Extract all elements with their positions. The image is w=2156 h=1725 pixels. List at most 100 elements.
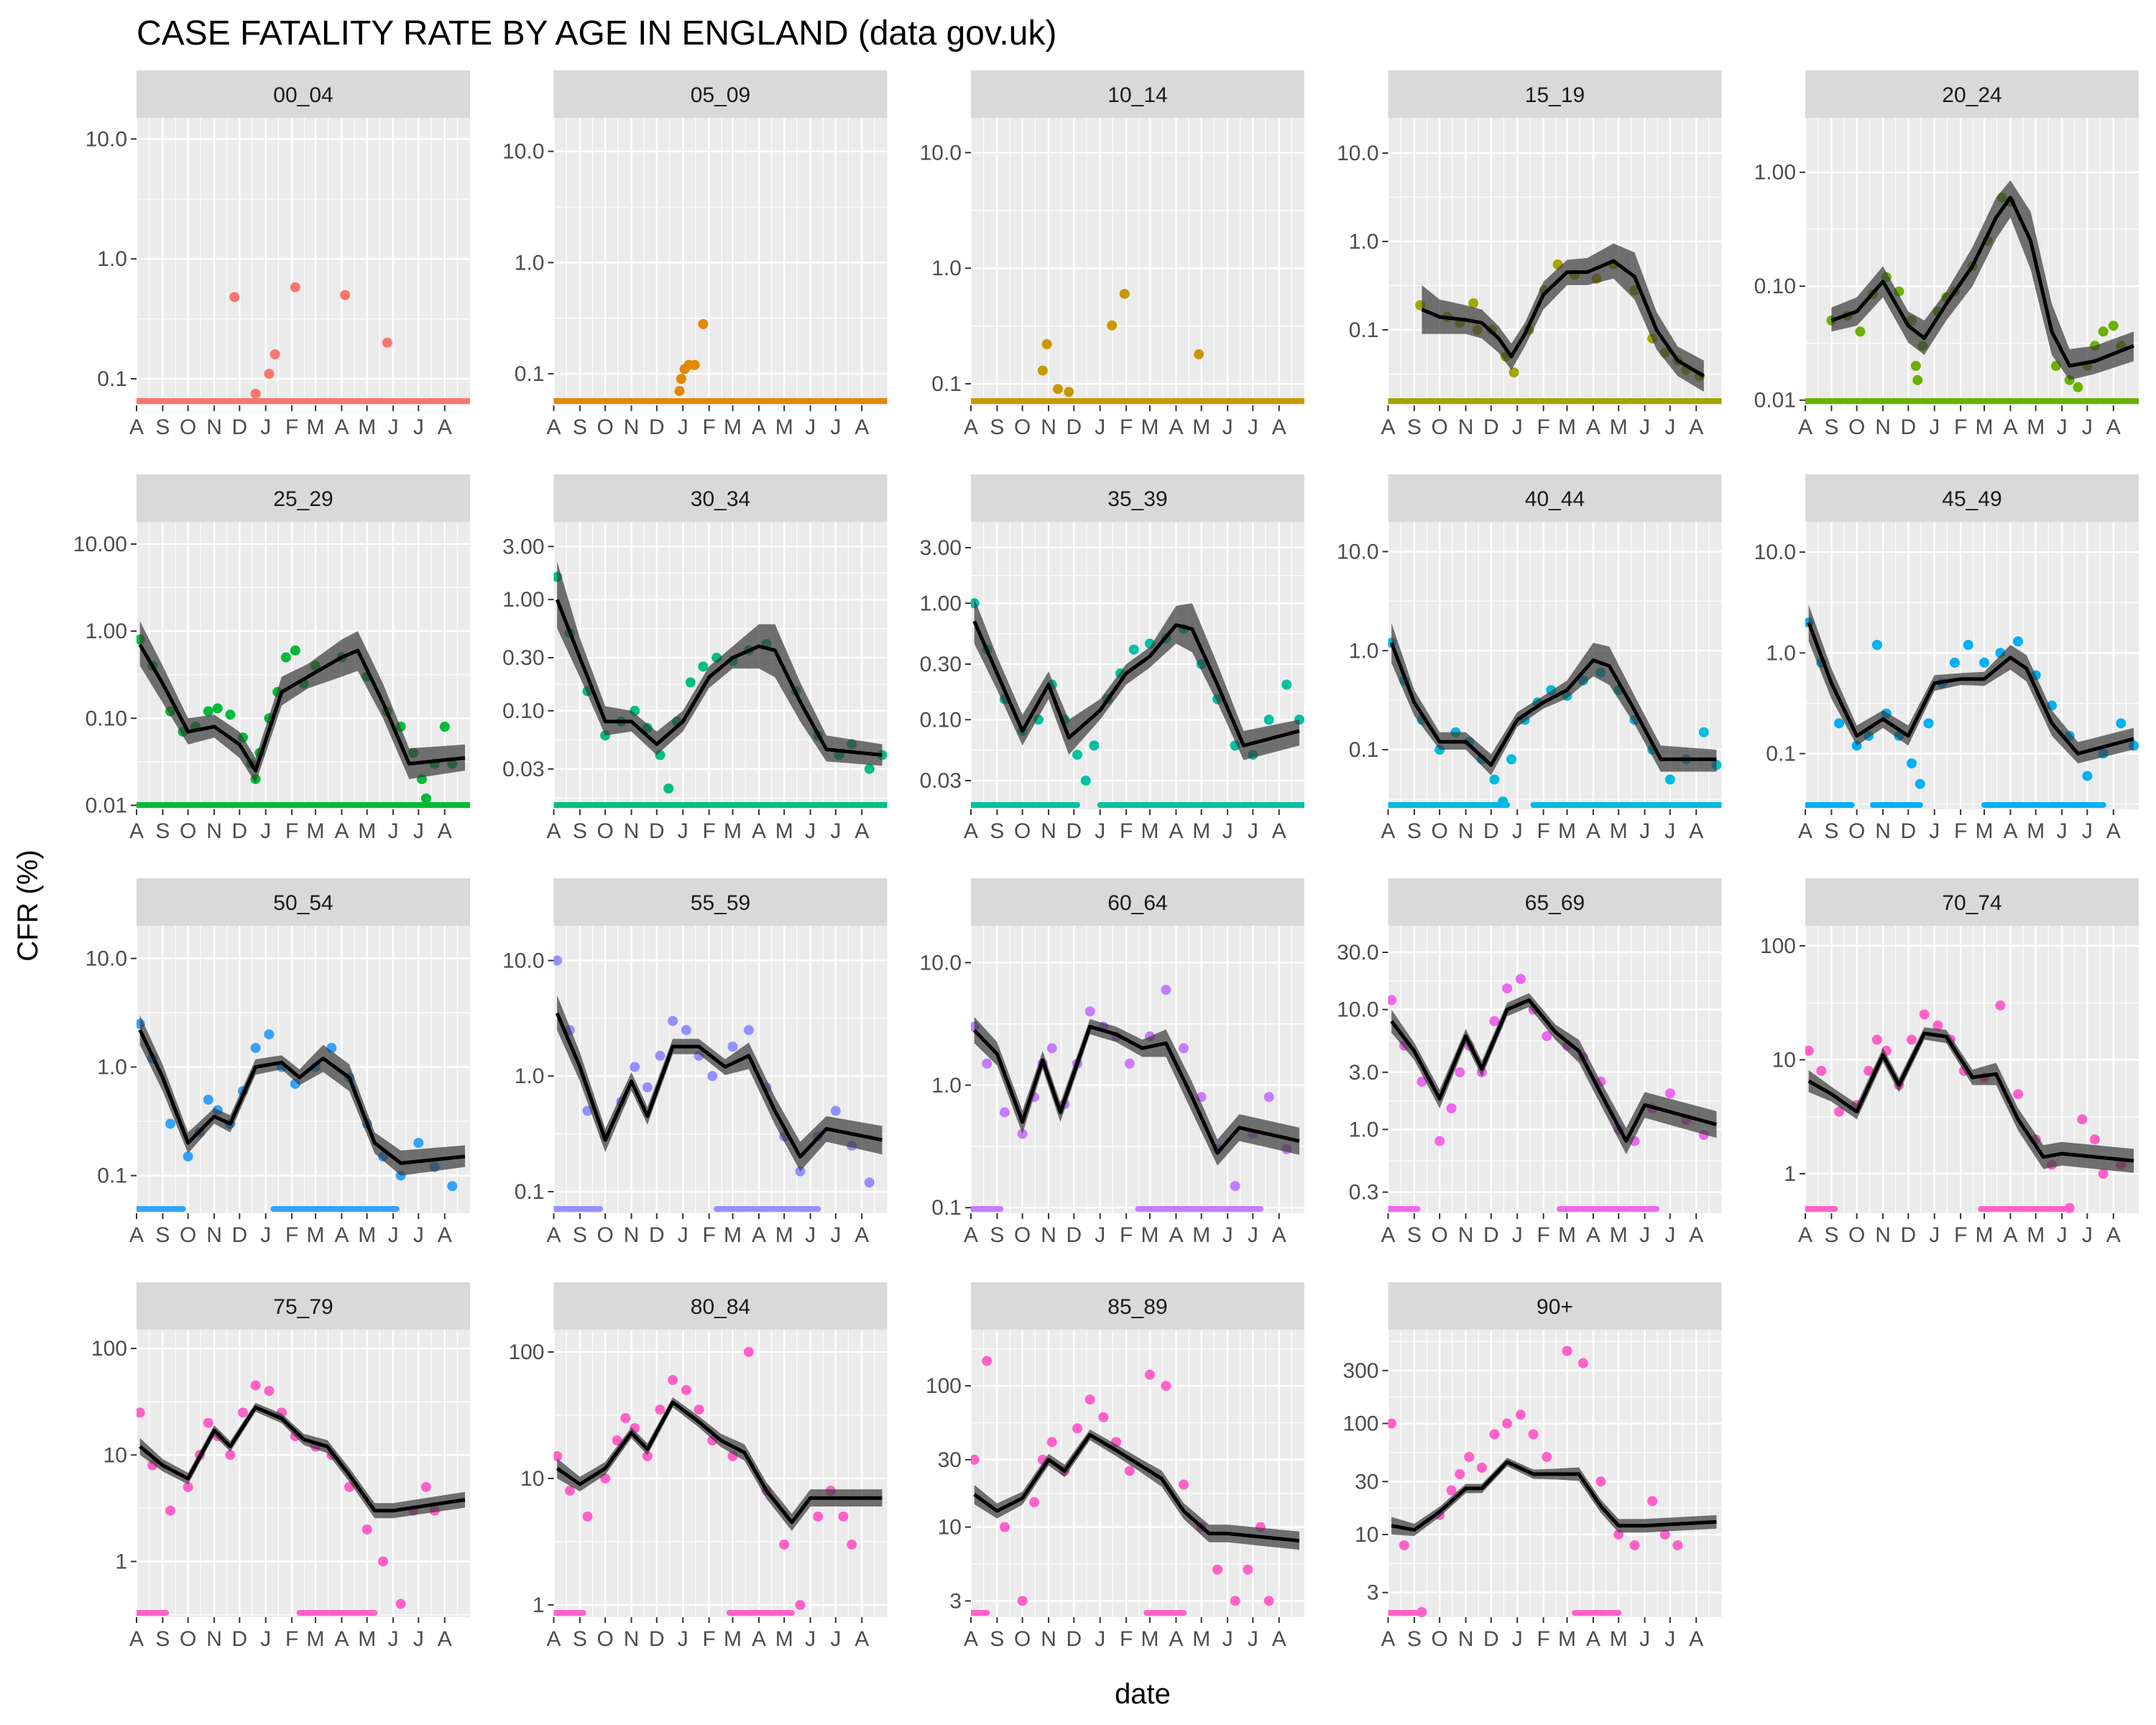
data-point [203, 1417, 213, 1428]
data-point [612, 1435, 622, 1445]
x-tick-label: A [1272, 1627, 1286, 1651]
x-tick-label: S [155, 1627, 170, 1651]
data-point [361, 1524, 372, 1535]
x-tick-label: J [260, 1627, 271, 1651]
y-tick-label: 0.30 [502, 646, 544, 670]
x-tick-label: J [260, 415, 271, 439]
x-tick-label: N [206, 415, 222, 439]
data-point [1017, 1128, 1028, 1139]
confidence-band [974, 598, 1299, 760]
y-tick-label: 100 [1760, 934, 1796, 958]
y-tick-label: 100 [926, 1374, 962, 1398]
x-tick-label: A [752, 1627, 766, 1651]
x-tick-label: M [724, 819, 742, 843]
x-tick-label: J [2057, 1223, 2068, 1247]
x-tick-label: J [388, 1627, 399, 1651]
data-point [1647, 1496, 1658, 1506]
x-tick-label: M [358, 415, 376, 439]
x-tick-label: F [1537, 1627, 1549, 1651]
data-point [1416, 1606, 1427, 1617]
y-tick-label: 10.0 [502, 140, 544, 164]
x-tick-label: F [285, 415, 298, 439]
data-point [1084, 1394, 1095, 1405]
x-tick-label: A [1272, 1223, 1286, 1247]
data-point [1915, 778, 1925, 789]
data-point [1446, 1485, 1457, 1496]
x-tick-label: O [1014, 1223, 1031, 1247]
plot-content [137, 1380, 466, 1616]
facet-strip [1805, 878, 2139, 926]
data-point [1515, 1409, 1526, 1420]
x-tick-label: D [649, 1627, 665, 1651]
x-tick-label: D [231, 1223, 247, 1247]
smooth-trend-line [138, 1029, 466, 1165]
data-point [971, 1454, 980, 1465]
x-tick-label: J [388, 1223, 399, 1247]
x-tick-label: J [830, 1627, 841, 1651]
x-tick-label: M [775, 415, 793, 439]
data-point [1489, 1429, 1500, 1440]
x-tick-label: N [206, 819, 222, 843]
data-point [1072, 1423, 1083, 1434]
x-tick-label: M [1976, 819, 1994, 843]
x-tick-label: O [596, 415, 613, 439]
gridlines [137, 1330, 470, 1617]
facet-strip-label: 70_74 [1942, 891, 2001, 915]
x-tick-label: D [1900, 1223, 1916, 1247]
x-tick-label: J [678, 1627, 688, 1651]
data-point [982, 1058, 992, 1069]
data-point [1542, 1031, 1552, 1041]
confidence-band [1391, 993, 1717, 1154]
data-point [382, 337, 392, 348]
data-point [1659, 1529, 1670, 1540]
y-tick-label: 10.0 [1337, 998, 1378, 1022]
x-tick-label: S [573, 415, 587, 439]
data-point [1263, 1092, 1274, 1103]
data-point [2108, 321, 2119, 331]
x-tick-label: A [964, 819, 978, 843]
x-tick-label: A [334, 1223, 349, 1247]
data-point [264, 369, 275, 380]
data-point [582, 1511, 593, 1522]
data-point [982, 1356, 992, 1366]
y-tick-label: 30 [1355, 1470, 1378, 1494]
x-tick-label: O [596, 819, 613, 843]
smooth-trend-line [555, 1012, 883, 1159]
x-tick-label: M [358, 819, 376, 843]
facet-panel-55_59: 55_590.11.010.0A S O N D J F M A M J J A [502, 878, 888, 1247]
x-tick-label: A [546, 1627, 561, 1651]
facet-panel-65_69: 65_690.31.03.010.030.0A S O N D J F M A M J J A [1337, 878, 1722, 1247]
data-point [642, 1450, 653, 1461]
x-tick-label: D [1066, 1223, 1082, 1247]
x-tick-label: J [260, 1223, 271, 1247]
y-tick-label: 0.1 [97, 367, 127, 391]
x-tick-label: M [307, 1223, 325, 1247]
gridlines [971, 926, 1304, 1213]
smooth-trend-line [1807, 622, 2134, 755]
x-tick-label: A [1689, 1627, 1703, 1651]
data-point [1388, 995, 1397, 1006]
data-point [2098, 1169, 2109, 1179]
data-point [1816, 1065, 1827, 1076]
data-point [225, 709, 236, 720]
y-tick-label: 0.01 [86, 794, 127, 817]
facet-strip [137, 70, 470, 118]
x-tick-label: O [1014, 1627, 1031, 1651]
facet-strip [1805, 474, 2139, 522]
x-tick-label: O [1848, 819, 1865, 843]
x-tick-label: M [1192, 1627, 1210, 1651]
plot-background [553, 1330, 888, 1617]
facet-strip-label: 30_34 [691, 487, 750, 511]
data-point [838, 1511, 849, 1522]
data-point [1855, 326, 1866, 337]
plot-content [1805, 1000, 2134, 1213]
x-tick-label: A [1798, 819, 1812, 843]
data-point [1046, 1043, 1057, 1054]
x-tick-label: M [724, 1223, 742, 1247]
x-tick-label: A [1586, 1223, 1600, 1247]
x-tick-label: N [624, 415, 640, 439]
facet-panels: 00_040.11.010.0A S O N D J F M A M J J A05_090.11.01… [73, 70, 2139, 1651]
x-tick-label: F [285, 819, 298, 843]
